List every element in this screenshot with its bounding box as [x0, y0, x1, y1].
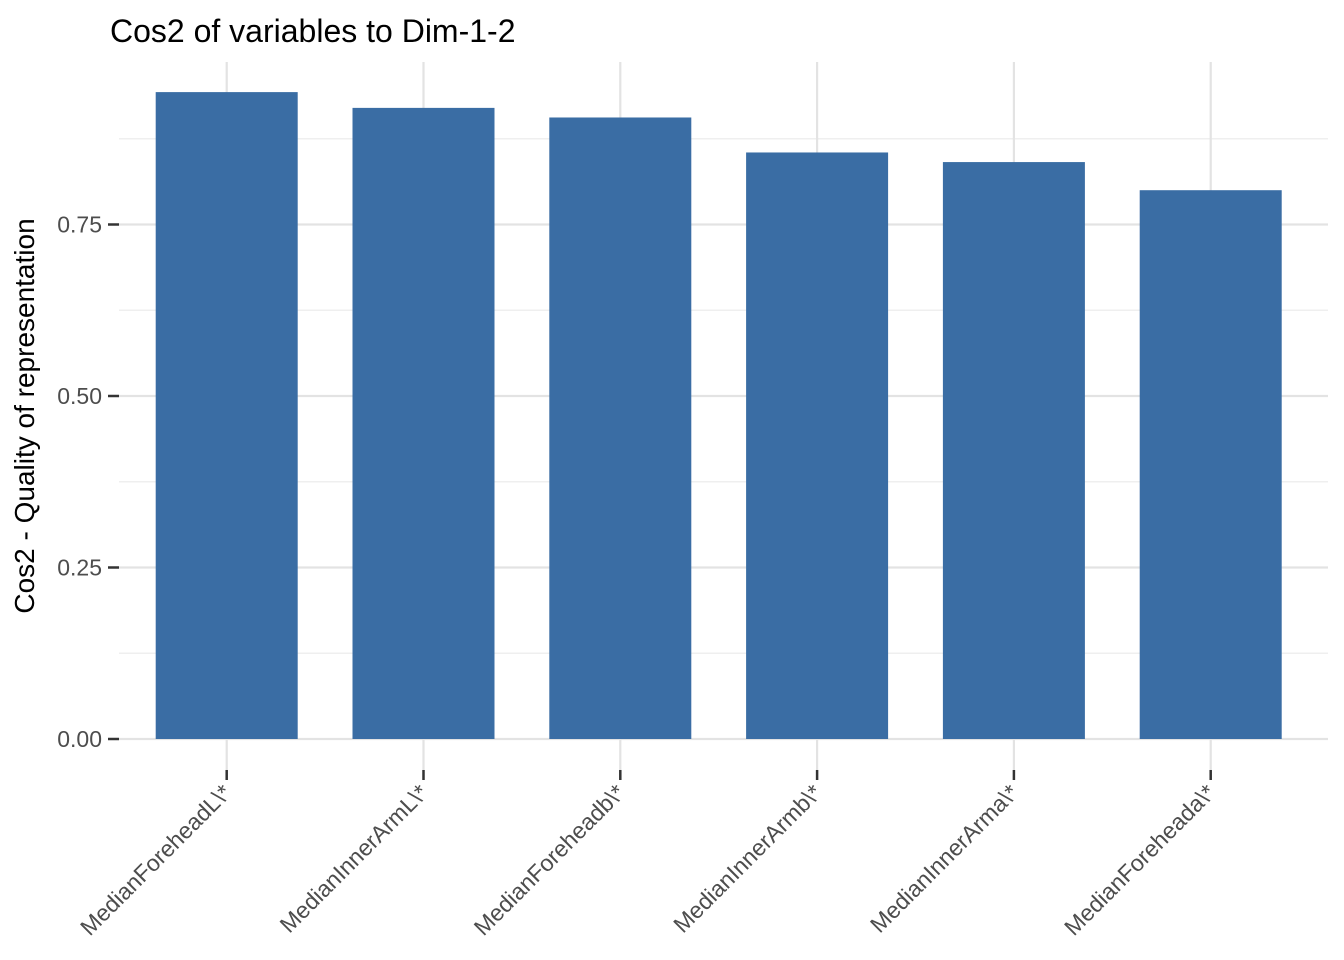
major-gridlines-layer — [119, 223, 1328, 741]
y-axis-layer: 0.00 0.25 0.50 0.75 — [57, 212, 119, 752]
minor-gridlines-layer — [119, 137, 1328, 655]
chart-title: Cos2 of variables to Dim-1-2 — [110, 13, 515, 49]
y-axis-title: Cos2 - Quality of representation — [9, 218, 40, 613]
x-tick-label: MedianInnerArmL\* — [275, 779, 434, 938]
bar — [549, 117, 692, 739]
bar — [352, 107, 495, 739]
y-tick-label: 0.25 — [57, 555, 102, 581]
x-axis-layer: MedianForeheadL\* MedianInnerArmL\* Median… — [75, 770, 1220, 940]
bars-layer — [155, 92, 1282, 740]
x-tick-label: MedianForeheada\* — [1059, 779, 1220, 940]
y-tick-label: 0.50 — [57, 383, 102, 409]
y-tick-label: 0.00 — [57, 726, 102, 752]
x-tick-label: MedianInnerArmb\* — [668, 779, 827, 938]
x-tick-label: MedianForeheadL\* — [75, 779, 236, 940]
bar — [942, 162, 1085, 740]
bar — [746, 152, 889, 740]
x-tick-label: MedianForeheadb\* — [469, 779, 630, 940]
x-tick-label: MedianInnerArma\* — [865, 779, 1024, 938]
y-tick-label: 0.75 — [57, 212, 102, 238]
bar — [155, 92, 298, 740]
bar — [1139, 190, 1282, 739]
